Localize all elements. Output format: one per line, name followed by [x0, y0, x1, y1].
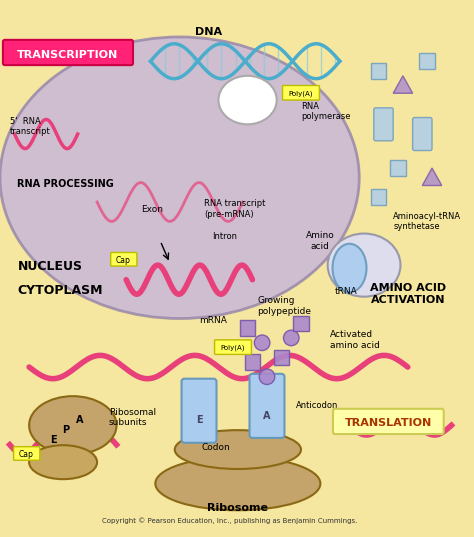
Ellipse shape	[0, 37, 359, 318]
Text: A: A	[263, 411, 271, 420]
FancyBboxPatch shape	[384, 411, 421, 425]
FancyBboxPatch shape	[374, 108, 393, 141]
Text: Exon: Exon	[141, 205, 163, 214]
Text: Codon: Codon	[201, 442, 230, 452]
Polygon shape	[393, 76, 413, 93]
Text: Poly(A): Poly(A)	[221, 344, 245, 351]
Circle shape	[259, 369, 275, 384]
Ellipse shape	[333, 244, 366, 292]
FancyBboxPatch shape	[333, 409, 444, 434]
Text: Cap: Cap	[19, 450, 34, 459]
Text: TRANSLATION: TRANSLATION	[345, 418, 432, 429]
Ellipse shape	[155, 457, 320, 510]
Bar	[371, 190, 386, 205]
Text: Poly(A): Poly(A)	[391, 415, 415, 422]
FancyBboxPatch shape	[182, 379, 217, 443]
Ellipse shape	[328, 234, 401, 296]
Ellipse shape	[29, 445, 97, 479]
Text: Cap: Cap	[116, 256, 131, 265]
Text: DNA: DNA	[195, 27, 222, 37]
Bar	[293, 316, 309, 331]
Text: Ribosomal
subunits: Ribosomal subunits	[109, 408, 156, 427]
Ellipse shape	[219, 76, 277, 125]
Bar	[390, 160, 406, 176]
Text: Anticodon: Anticodon	[296, 401, 338, 410]
Circle shape	[255, 335, 270, 351]
Text: mRNA: mRNA	[199, 316, 227, 325]
Text: 5'  RNA
transcript: 5' RNA transcript	[9, 117, 50, 136]
Bar	[274, 350, 289, 365]
Bar	[240, 321, 255, 336]
Text: RNA transcript
(pre-mRNA): RNA transcript (pre-mRNA)	[204, 199, 265, 219]
Text: Activated
amino acid: Activated amino acid	[330, 330, 380, 350]
Text: Growing
polypeptide: Growing polypeptide	[257, 296, 311, 316]
FancyBboxPatch shape	[283, 85, 319, 100]
Text: E: E	[196, 416, 202, 425]
FancyBboxPatch shape	[215, 340, 251, 354]
Text: Poly(A): Poly(A)	[289, 90, 313, 97]
Text: CYTOPLASM: CYTOPLASM	[18, 284, 103, 297]
Text: RNA PROCESSING: RNA PROCESSING	[18, 179, 114, 190]
Text: E: E	[50, 435, 57, 445]
Text: NUCLEUS: NUCLEUS	[18, 260, 82, 273]
FancyBboxPatch shape	[14, 447, 40, 460]
Circle shape	[283, 330, 299, 346]
Text: RNA
polymerase: RNA polymerase	[301, 102, 350, 121]
FancyBboxPatch shape	[249, 374, 284, 438]
FancyBboxPatch shape	[110, 252, 137, 266]
Text: Ribosome: Ribosome	[207, 503, 268, 513]
Bar	[245, 354, 260, 370]
Text: AMINO ACID
ACTIVATION: AMINO ACID ACTIVATION	[370, 284, 446, 305]
Ellipse shape	[175, 430, 301, 469]
Text: Copyright © Pearson Education, Inc., publishing as Benjamin Cummings.: Copyright © Pearson Education, Inc., pub…	[102, 518, 358, 524]
Text: TRANSCRIPTION: TRANSCRIPTION	[18, 50, 118, 60]
Text: tRNA: tRNA	[335, 287, 358, 296]
Bar	[371, 63, 386, 79]
FancyBboxPatch shape	[413, 118, 432, 150]
Bar	[419, 54, 435, 69]
Polygon shape	[422, 168, 442, 185]
Text: P: P	[63, 425, 70, 435]
Text: Intron: Intron	[212, 232, 237, 241]
Ellipse shape	[29, 396, 117, 454]
Text: Aminoacyl-tRNA
synthetase: Aminoacyl-tRNA synthetase	[393, 212, 461, 231]
Text: A: A	[76, 416, 83, 425]
Text: Amino
acid: Amino acid	[306, 231, 335, 251]
FancyBboxPatch shape	[3, 40, 133, 65]
